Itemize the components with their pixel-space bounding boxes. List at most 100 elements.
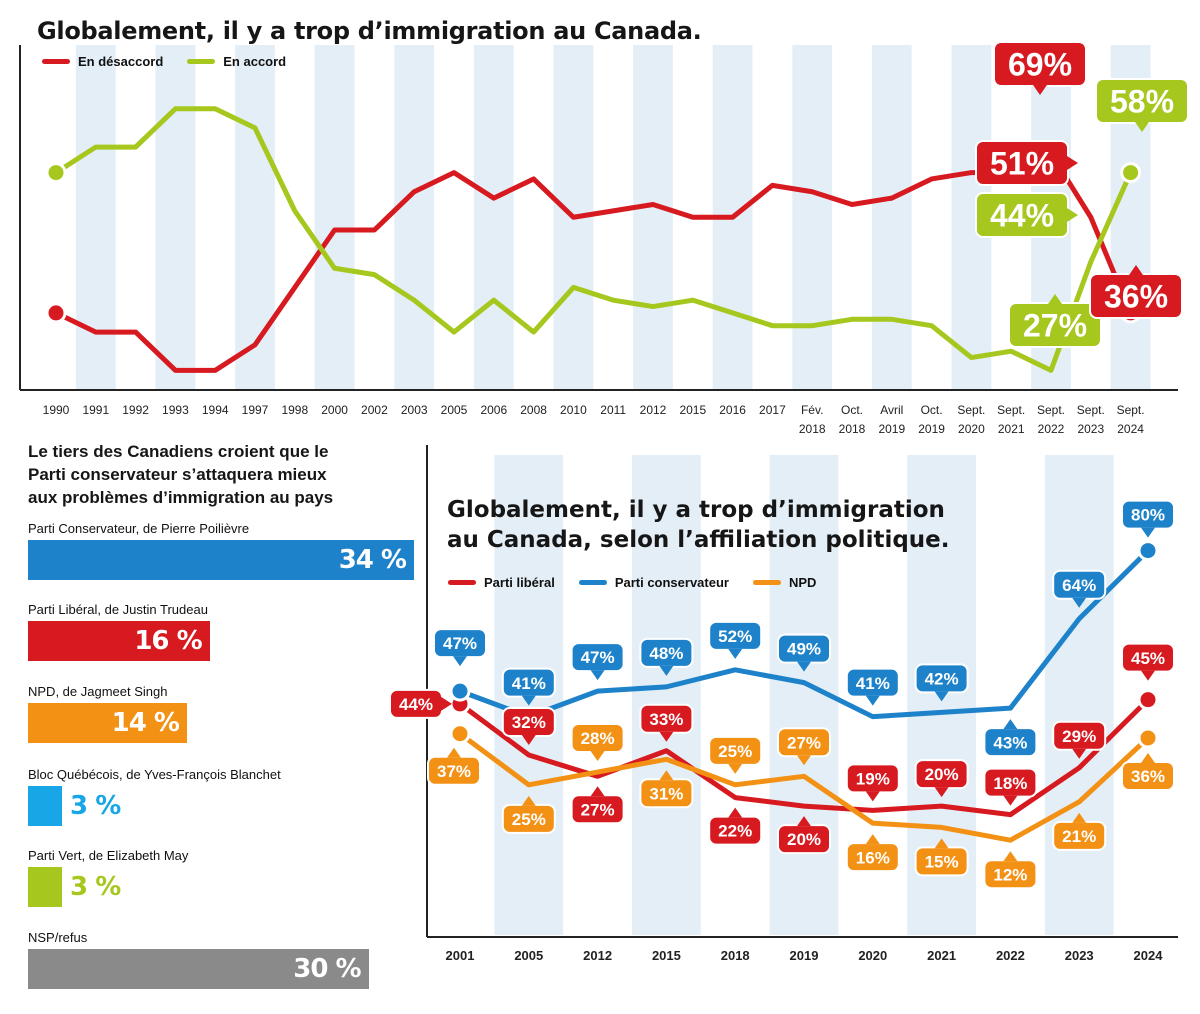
bottom-callout-0-2: 27%: [570, 786, 625, 825]
bottom-callout-1-8-box: [983, 727, 1038, 758]
top-callout-0-text: 69%: [1008, 47, 1072, 83]
bottom-callout-1-9: 64%: [1052, 569, 1107, 608]
bottom-callout-2-10-box: [1121, 760, 1175, 791]
bottom-callout-0-3-box: [639, 703, 694, 734]
bottom-series-1-point-10: [1137, 540, 1159, 562]
bottom-callout-2-1-text: 25%: [512, 810, 546, 829]
bottom-callout-1-2-tail: [590, 670, 605, 681]
party-title-line-1: Le tiers des Canadiens croient que le: [28, 442, 329, 461]
bottom-callout-2-8: 12%: [983, 851, 1038, 890]
bottom-band-9: [1044, 455, 1114, 935]
party-label: Parti Vert, de Elizabeth May: [28, 848, 189, 863]
x-label-1-0: 1991: [82, 403, 109, 417]
x-label-4-0: 1994: [202, 403, 229, 417]
bottom-callout-2-5: 27%: [777, 727, 831, 766]
party-bar: [28, 786, 63, 826]
x-label-20-1: 2018: [839, 422, 866, 436]
party-bar: 30 %: [28, 949, 369, 989]
bottom-callout-0-0-tail: [441, 696, 452, 711]
bottom-callout-0-7-box: [914, 759, 969, 790]
bottom-callout-1-5-box: [777, 633, 831, 664]
legend-label-agree: En accord: [223, 54, 287, 69]
bottom-series-2-point-0: [449, 723, 471, 745]
bottom-callout-2-10-text: 36%: [1131, 767, 1165, 786]
bottom-callout-2-0-box: [427, 755, 481, 786]
party-title-line-3: aux problèmes d’immigration au pays: [28, 488, 334, 507]
party-bar-row: 34 %: [28, 540, 414, 580]
bottom-callout-0-6-box: [845, 763, 900, 794]
bottom-callout-2-9-box: [1052, 820, 1107, 851]
bottom-callout-1-1-tail: [521, 695, 536, 706]
top-callout-5-text: 36%: [1104, 279, 1168, 315]
bottom-callout-2-9-tail: [1072, 812, 1087, 823]
bottom-series-line-2: [457, 731, 1151, 843]
x-label-26-1: 2023: [1077, 422, 1104, 436]
legend-item-npd: NPD: [752, 575, 817, 590]
bottom-callout-1-7-tail: [934, 691, 949, 702]
bottom-callout-2-1-tail: [521, 795, 536, 806]
x-label-22-1: 2019: [918, 422, 945, 436]
party-row: Parti Vert, de Elizabeth May 3 %: [28, 847, 188, 907]
bottom-callout-2-6-text: 16%: [856, 848, 890, 867]
party-bar-row: 30 %: [28, 949, 369, 989]
x-label-21-0: Avril: [880, 403, 903, 417]
party-bar-row: 14 %: [28, 703, 187, 743]
bottom-callout-2-2-box: [570, 723, 625, 754]
bottom-callout-0-4-tail: [728, 807, 743, 818]
bottom-callout-0-0-text: 44%: [399, 695, 433, 714]
legend-label-disagree: En désaccord: [78, 54, 164, 69]
x-label-17-0: 2016: [719, 403, 746, 417]
bottom-callout-0-3-tail: [659, 731, 674, 742]
x-label-24-1: 2021: [998, 422, 1025, 436]
x-label-27-1: 2024: [1117, 422, 1144, 436]
bottom-callout-2-1-box: [501, 803, 556, 834]
x-label-24-0: Sept.: [997, 403, 1025, 417]
bottom-callout-0-6: 19%: [845, 763, 900, 802]
bottom-callout-1-5: 49%: [777, 633, 831, 672]
party-bar-value: 3 %: [70, 872, 121, 902]
legend-swatch-agree: [187, 59, 216, 64]
bottom-callout-1-1: 41%: [501, 667, 556, 706]
legend-label-npd: NPD: [788, 575, 817, 590]
bottom-callout-1-6-box: [845, 667, 900, 698]
bottom-callout-2-4-box: [708, 735, 763, 766]
band-5: [235, 45, 275, 390]
bottom-callout-0-4-text: 22%: [718, 822, 752, 841]
bottom-callout-2-7-tail: [934, 838, 949, 849]
top-chart-legend: En désaccord En accord: [42, 54, 286, 69]
x-label-25-1: 2022: [1038, 422, 1065, 436]
bottom-callout-2-1: 25%: [501, 795, 556, 834]
bottom-callout-0-8: 18%: [983, 767, 1038, 806]
x-label-19-1: 2018: [799, 422, 826, 436]
bottom-callout-1-9-text: 64%: [1062, 576, 1096, 595]
party-chart-title: Le tiers des Canadiens croient que le Pa…: [28, 440, 428, 509]
series-line-1: [53, 106, 1134, 373]
bottom-callout-1-7-box: [914, 663, 969, 694]
bottom-x-label-1: 2005: [514, 948, 543, 963]
bottom-callout-2-2-tail: [590, 751, 605, 762]
party-label: NSP/refus: [28, 930, 88, 945]
bottom-callout-2-6-tail: [865, 834, 880, 845]
bottom-callout-2-8-box: [983, 859, 1038, 890]
bottom-callout-0-5: 20%: [777, 816, 831, 855]
party-bar: 34 %: [28, 540, 414, 580]
bottom-callout-1-4: 52%: [708, 620, 763, 659]
party-label: Bloc Québécois, de Yves-François Blanche…: [28, 767, 281, 782]
x-label-23-0: Sept.: [957, 403, 985, 417]
bottom-callout-1-2-text: 47%: [581, 648, 615, 667]
x-label-0-0: 1990: [43, 403, 70, 417]
bottom-callout-2-10: 36%: [1121, 752, 1175, 791]
top-callout-4-tail: [1048, 294, 1062, 304]
bottom-callout-0-5-box: [777, 824, 831, 855]
top-chart-title: Globalement, il y a trop d’immigration a…: [37, 17, 702, 45]
x-label-5-0: 1997: [242, 403, 269, 417]
party-label: Parti Libéral, de Justin Trudeau: [28, 602, 208, 617]
bottom-callout-2-9-text: 21%: [1062, 827, 1096, 846]
bottom-callout-2-4-text: 25%: [718, 742, 752, 761]
x-label-27-0: Sept.: [1117, 403, 1145, 417]
bottom-callout-2-7-text: 15%: [925, 853, 959, 872]
bottom-callout-1-4-tail: [728, 648, 743, 659]
bottom-callout-1-8-text: 43%: [993, 733, 1027, 752]
bottom-callout-1-10-tail: [1141, 527, 1155, 538]
series-1-point-27: [1120, 162, 1142, 184]
